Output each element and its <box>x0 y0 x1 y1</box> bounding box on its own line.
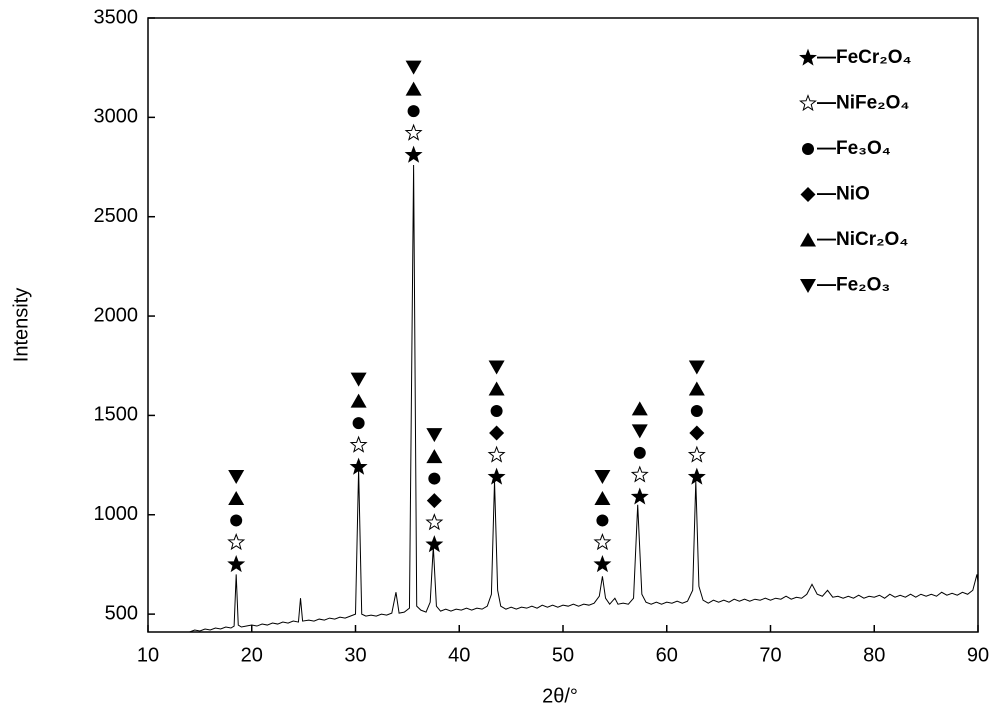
peak-annotation <box>406 61 422 162</box>
marker-star <box>689 469 704 483</box>
x-tick-label: 80 <box>863 644 885 666</box>
marker-triangle-down <box>594 470 610 484</box>
marker-star-open <box>800 96 815 110</box>
marker-circle <box>491 405 503 417</box>
marker-triangle-up <box>689 382 705 396</box>
marker-diamond <box>427 493 442 508</box>
y-tick-label: 500 <box>105 602 138 624</box>
y-tick-label: 3000 <box>94 106 139 128</box>
x-tick-label: 90 <box>967 644 989 666</box>
marker-circle <box>634 447 646 459</box>
marker-triangle-down <box>632 424 648 438</box>
peak-annotation <box>689 361 705 484</box>
marker-circle <box>230 514 242 526</box>
marker-star <box>632 489 647 503</box>
marker-star-open <box>229 534 244 548</box>
marker-triangle-up <box>228 491 244 505</box>
marker-triangle-up <box>800 233 816 247</box>
marker-star-open <box>406 125 421 139</box>
legend-label: —FeCr₂O₄ <box>817 47 912 68</box>
x-tick-label: 60 <box>656 644 678 666</box>
marker-triangle-down <box>800 279 816 293</box>
marker-star <box>595 556 610 570</box>
marker-star <box>427 537 442 551</box>
marker-circle <box>408 105 420 117</box>
marker-circle <box>691 405 703 417</box>
y-tick-label: 2500 <box>94 205 139 227</box>
x-tick-label: 20 <box>241 644 263 666</box>
x-tick-label: 10 <box>137 644 159 666</box>
x-axis-label: 2θ/° <box>542 685 578 707</box>
marker-diamond <box>801 187 816 202</box>
marker-star <box>229 556 244 570</box>
marker-triangle-up <box>406 82 422 96</box>
marker-diamond <box>689 426 704 441</box>
marker-circle <box>802 143 814 155</box>
y-tick-label: 1500 <box>94 404 139 426</box>
marker-triangle-up <box>594 491 610 505</box>
peak-annotation <box>594 470 610 571</box>
marker-triangle-down <box>228 470 244 484</box>
marker-diamond <box>489 426 504 441</box>
peak-annotation <box>228 470 244 571</box>
peak-annotation <box>489 361 505 484</box>
x-tick-label: 40 <box>448 644 470 666</box>
marker-star-open <box>489 447 504 461</box>
marker-star-open <box>351 437 366 451</box>
legend: —FeCr₂O₄ —NiFe₂O₄ —Fe₃O₄ —NiO —NiCr₂O₄ —Fe₂O₃ <box>800 47 912 296</box>
marker-star-open <box>595 534 610 548</box>
y-tick-label: 2000 <box>94 304 139 326</box>
legend-label: —Fe₂O₃ <box>817 275 890 296</box>
x-tick-label: 50 <box>552 644 574 666</box>
legend-label: —NiCr₂O₄ <box>817 229 908 250</box>
marker-triangle-up <box>489 382 505 396</box>
marker-star <box>800 50 815 64</box>
marker-triangle-up <box>351 394 367 408</box>
x-tick-label: 70 <box>759 644 781 666</box>
peak-annotation <box>351 373 367 474</box>
marker-star <box>406 147 421 161</box>
legend-label: —NiFe₂O₄ <box>817 93 909 114</box>
marker-circle <box>353 417 365 429</box>
marker-star-open <box>632 467 647 481</box>
marker-star-open <box>427 515 442 529</box>
y-tick-label: 1000 <box>94 503 139 525</box>
legend-label: —NiO <box>817 184 870 205</box>
marker-circle <box>428 473 440 485</box>
marker-star <box>489 469 504 483</box>
legend-label: —Fe₃O₄ <box>817 138 891 159</box>
marker-circle <box>596 514 608 526</box>
marker-triangle-up <box>426 449 442 463</box>
marker-triangle-down <box>689 361 705 375</box>
peak-annotation <box>426 428 442 551</box>
marker-triangle-down <box>406 61 422 75</box>
peak-annotation <box>632 401 648 503</box>
marker-triangle-down <box>426 428 442 442</box>
y-axis-label: Intensity <box>10 288 32 362</box>
marker-triangle-down <box>489 361 505 375</box>
y-tick-label: 3500 <box>94 6 139 28</box>
x-tick-label: 30 <box>344 644 366 666</box>
marker-star-open <box>689 447 704 461</box>
marker-triangle-up <box>632 401 648 415</box>
marker-triangle-down <box>351 373 367 387</box>
